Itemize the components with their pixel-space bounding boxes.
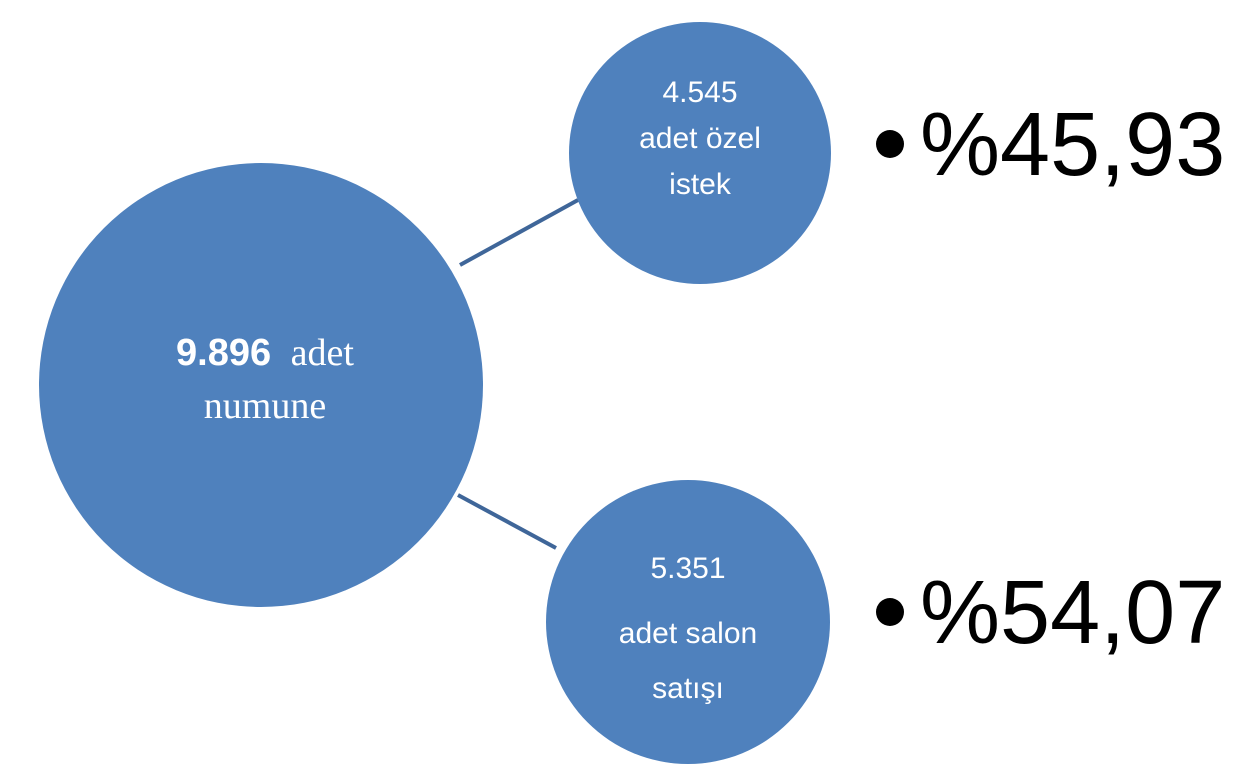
branch-node	[569, 22, 831, 284]
bullet	[876, 598, 904, 626]
bullet	[876, 130, 904, 158]
share: %54,07	[920, 563, 1225, 663]
share: %45,93	[920, 95, 1225, 195]
center-title: 9.896 adet	[176, 332, 354, 374]
branch-number: 4.545	[662, 76, 737, 109]
center-node	[39, 163, 483, 607]
branch-label: satışı	[652, 672, 724, 705]
connector	[459, 198, 579, 267]
center-number: 9.896	[176, 332, 271, 374]
branch-label: adet özel	[639, 122, 761, 155]
branch-label: adet salon	[619, 617, 757, 650]
branch-node	[546, 480, 830, 764]
branch-label: istek	[669, 168, 732, 201]
branch-number: 5.351	[650, 552, 725, 585]
center-label: numune	[204, 385, 326, 427]
center-unit: adet	[291, 332, 355, 374]
connector	[457, 493, 557, 550]
